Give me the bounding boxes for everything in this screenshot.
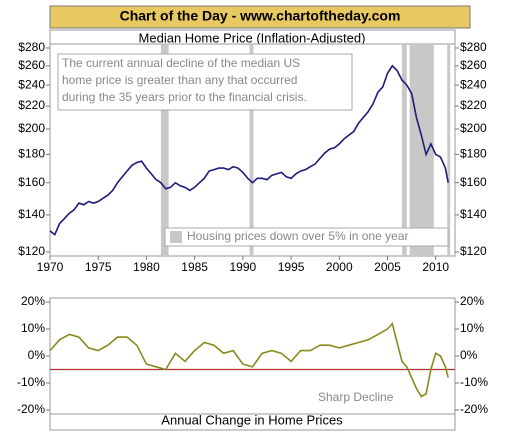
y-tick-label: 20%: [460, 294, 484, 308]
y-tick-label: 20%: [21, 294, 45, 308]
y-tick-label: 0%: [460, 348, 478, 362]
annotation-box: [57, 53, 353, 111]
legend-label: Housing prices down over 5% in one year: [187, 229, 408, 243]
y-tick-label: $140: [18, 207, 45, 221]
annotation: home price is greater than any that occu…: [62, 73, 297, 87]
y-tick-label: 0%: [28, 348, 46, 362]
legend-swatch: [170, 231, 182, 243]
legend-box: [164, 227, 449, 247]
y-tick-label: -20%: [17, 402, 45, 416]
y-tick-label: $240: [18, 77, 45, 91]
x-tick-label: 2000: [326, 260, 353, 274]
y-tick-label: 10%: [460, 321, 484, 335]
header-box: [49, 5, 471, 29]
plot-area: [49, 297, 456, 415]
y-tick-label: $200: [18, 121, 45, 135]
y-tick-label: $280: [18, 40, 45, 54]
shaded-region: [160, 44, 169, 256]
x-tick-label: 1970: [37, 260, 64, 274]
y-tick-label: $240: [460, 77, 487, 91]
y-tick-label: $160: [460, 175, 487, 189]
y-tick-label: $140: [460, 207, 487, 221]
y-tick-label: -10%: [17, 375, 45, 389]
y-tick-label: $220: [18, 98, 45, 112]
shaded-region: [447, 44, 451, 256]
chart-title: Annual Change in Home Prices: [161, 412, 343, 427]
y-tick-label: $180: [460, 147, 487, 161]
shaded-region: [249, 44, 254, 256]
y-tick-label: $280: [460, 40, 487, 54]
y-tick-label: $260: [460, 58, 487, 72]
x-tick-label: 1995: [278, 260, 305, 274]
header: Chart of the Day - www.chartoftheday.com: [120, 8, 401, 24]
y-tick-label: -20%: [460, 402, 488, 416]
x-tick-label: 1990: [230, 260, 257, 274]
y-tick-label: $220: [460, 98, 487, 112]
y-tick-label: $120: [18, 244, 45, 258]
y-tick-label: $120: [460, 244, 487, 258]
x-tick-label: 1985: [181, 260, 208, 274]
x-tick-label: 2005: [374, 260, 401, 274]
annotation: The current annual decline of the median…: [62, 56, 300, 70]
annotation: during the 35 years prior to the financi…: [62, 90, 307, 104]
y-tick-label: 10%: [21, 321, 45, 335]
chart-title: Median Home Price (Inflation-Adjusted): [139, 30, 366, 45]
data-line: [49, 321, 449, 398]
y-tick-label: $180: [18, 147, 45, 161]
y-tick-label: $260: [18, 58, 45, 72]
y-tick-label: $200: [460, 121, 487, 135]
shaded-region: [401, 44, 407, 256]
x-tick-label: 1980: [133, 260, 160, 274]
y-tick-label: -10%: [460, 375, 488, 389]
shaded-region: [409, 44, 434, 256]
x-tick-label: 2010: [422, 260, 449, 274]
x-tick-label: 1975: [85, 260, 112, 274]
annotation: Sharp Decline: [318, 390, 394, 404]
data-line: [49, 64, 449, 236]
y-tick-label: $160: [18, 175, 45, 189]
